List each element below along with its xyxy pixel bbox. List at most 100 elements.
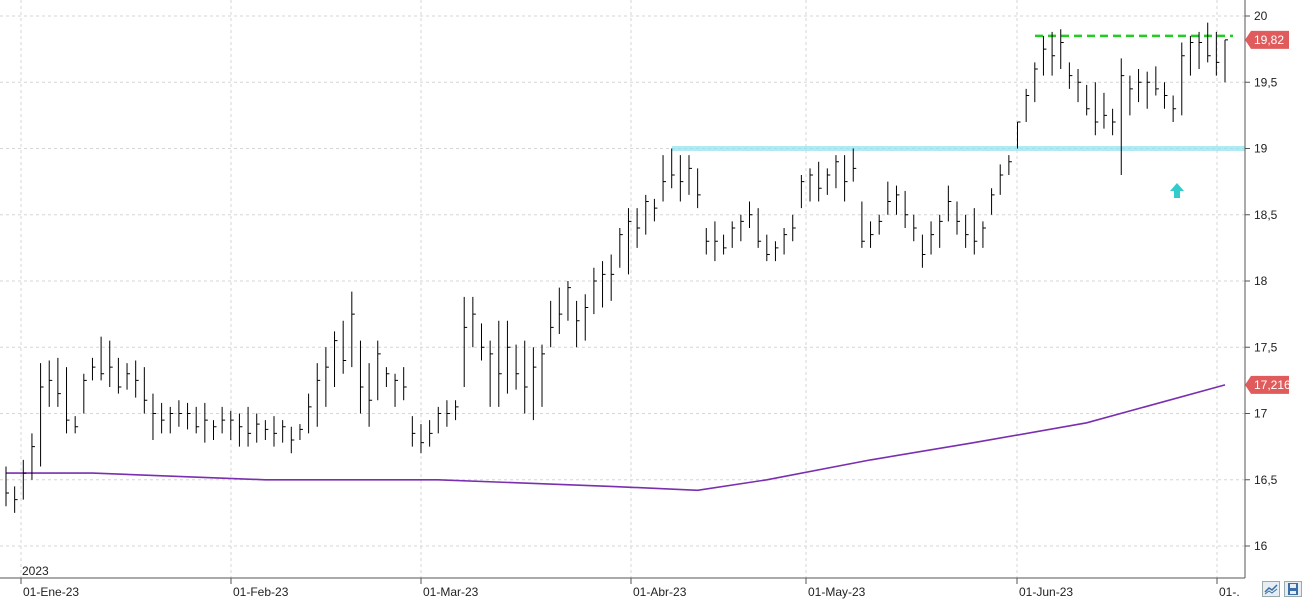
price-bar	[178, 400, 182, 427]
price-bar	[913, 214, 917, 242]
price-bar	[385, 367, 390, 387]
x-axis-band	[0, 579, 1305, 600]
price-bar	[1189, 35, 1194, 76]
price-bar	[982, 221, 986, 248]
year-label: 2023	[22, 564, 49, 578]
price-bar	[645, 194, 649, 235]
price-bar	[48, 360, 53, 407]
save-disk-icon[interactable]	[1284, 581, 1302, 597]
price-bar	[40, 363, 44, 467]
price-bar	[999, 164, 1004, 195]
x-tick-label: 01-Feb-23	[233, 585, 289, 599]
y-tick-label: 19	[1254, 142, 1268, 156]
price-bar	[636, 208, 641, 248]
price-bar	[1103, 92, 1107, 129]
moving-average-badge-pointer	[1245, 375, 1251, 394]
price-bar	[325, 347, 329, 407]
price-bar	[835, 155, 839, 189]
price-bar	[290, 426, 295, 454]
price-bar	[1025, 88, 1030, 122]
price-bar	[100, 336, 105, 381]
price-bar	[1215, 31, 1220, 76]
price-bar	[550, 300, 554, 348]
price-bar	[679, 155, 684, 202]
price-bar	[135, 360, 139, 398]
price-bar	[152, 393, 156, 440]
price-bar	[411, 416, 416, 447]
price-bar	[195, 406, 200, 434]
moving-average-badge-box	[1251, 375, 1289, 394]
price-bar	[861, 201, 865, 248]
moving-average-badge: 17,216	[1245, 375, 1291, 394]
price-bar	[515, 344, 520, 390]
y-tick-label: 19,5	[1254, 75, 1278, 89]
price-bar	[774, 241, 779, 262]
price-bar	[705, 228, 710, 255]
price-bar	[161, 402, 165, 434]
price-bar	[91, 357, 96, 381]
price-bar	[939, 214, 943, 248]
price-bar	[230, 410, 234, 440]
price-bar	[463, 296, 468, 387]
price-bar	[169, 406, 174, 434]
price-bar	[619, 228, 623, 268]
price-bar	[1042, 35, 1047, 76]
price-bar	[282, 420, 286, 443]
price-bar	[524, 340, 528, 414]
price-bar	[498, 320, 502, 407]
signal-arrow-icon	[1170, 183, 1184, 198]
y-tick-label: 17,5	[1254, 340, 1278, 354]
price-bar	[308, 393, 312, 434]
price-bar	[541, 344, 546, 407]
y-tick-label: 16,5	[1254, 473, 1278, 487]
price-bar	[1198, 31, 1203, 69]
price-bar	[126, 363, 131, 390]
price-bar	[852, 148, 857, 182]
price-bar	[1077, 69, 1082, 103]
chart-lines-icon[interactable]	[1262, 581, 1280, 597]
price-bar	[299, 424, 303, 440]
last-price-badge-box	[1251, 30, 1289, 49]
y-tick-label: 16	[1254, 539, 1268, 553]
price-bar	[342, 320, 347, 374]
price-bar	[671, 148, 675, 189]
x-tick-label: 01-Mar-23	[423, 585, 479, 599]
price-bar	[377, 340, 381, 401]
x-tick-label: 01-Jun-23	[1019, 585, 1073, 599]
y-axis-ticks: 20 19,5 19 18,5 18 17,5 17 16,5 16	[1245, 9, 1278, 553]
price-bar	[930, 221, 935, 255]
price-bar	[1224, 39, 1228, 83]
price-bar	[420, 424, 424, 454]
price-bar	[653, 198, 658, 222]
price-bar	[204, 402, 208, 443]
y-tick-label: 18,5	[1254, 208, 1278, 222]
price-bar	[947, 185, 952, 222]
price-bar	[593, 267, 597, 315]
price-bar	[238, 413, 243, 447]
price-bar	[1129, 75, 1133, 116]
price-bar	[1138, 69, 1142, 103]
price-bar	[14, 486, 18, 513]
last-price-badge-label: 19,82	[1254, 33, 1284, 47]
price-bar	[1094, 82, 1099, 136]
price-bar	[844, 155, 848, 202]
price-bar	[394, 373, 399, 407]
y-tick-label: 17	[1254, 407, 1268, 421]
price-bar	[731, 221, 736, 248]
y-tick-label: 18	[1254, 274, 1268, 288]
price-bar	[1172, 95, 1177, 122]
price-bar	[429, 420, 433, 447]
price-bar	[1068, 62, 1073, 89]
price-bar	[1086, 84, 1090, 116]
x-tick-label: 01-Ene-23	[23, 585, 79, 599]
price-bar	[143, 367, 148, 414]
moving-average-badge-label: 17,216	[1254, 378, 1291, 392]
price-bar	[558, 287, 563, 334]
price-bar	[749, 201, 753, 228]
price-bar	[57, 357, 61, 407]
price-bar	[904, 190, 909, 228]
price-bar	[740, 214, 744, 242]
price-bar	[809, 168, 814, 202]
price-bar	[627, 208, 632, 275]
